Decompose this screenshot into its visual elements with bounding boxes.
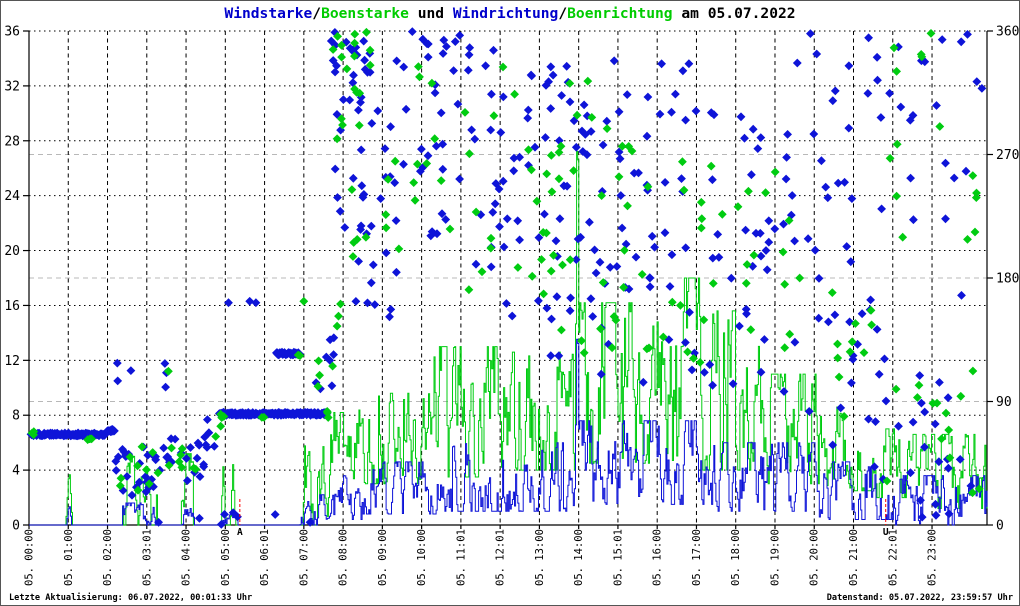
svg-text:4: 4 (12, 464, 20, 479)
svg-text:24: 24 (4, 189, 20, 204)
svg-text:05. 08:00: 05. 08:00 (338, 529, 350, 586)
svg-text:05. 09:00: 05. 09:00 (377, 529, 389, 586)
gridlines-horizontal (29, 30, 987, 471)
svg-text:12: 12 (4, 354, 20, 369)
footer-data-state: Datenstand: 05.07.2022, 23:59:57 Uhr (826, 593, 1013, 603)
svg-text:36: 36 (4, 25, 20, 40)
svg-text:360: 360 (996, 25, 1019, 40)
y-axis-right-labels: 0 90 180 270 360 (987, 25, 1019, 534)
svg-text:28: 28 (4, 134, 20, 149)
y-axis-left-labels: 0 4 8 12 16 20 24 28 32 36 (4, 25, 29, 534)
chart-title: Windstarke/Boenstarke und Windrichtung/B… (1, 5, 1019, 22)
title-windstaerke: Windstarke (224, 5, 313, 22)
svg-text:16: 16 (4, 299, 20, 314)
svg-text:05. 04:00: 05. 04:00 (181, 529, 193, 586)
title-und: und (408, 5, 453, 22)
svg-text:05. 10:00: 05. 10:00 (416, 529, 428, 586)
svg-text:05. 06:01: 05. 06:01 (259, 529, 271, 586)
footer-last-update: Letzte Aktualisierung: 06.07.2022, 00:01… (9, 593, 253, 603)
title-date: am 05.07.2022 (672, 5, 796, 22)
svg-text:05. 23:00: 05. 23:00 (927, 529, 939, 586)
svg-text:05. 16:00: 05. 16:00 (652, 529, 664, 586)
svg-text:05. 20:00: 05. 20:00 (809, 529, 821, 586)
svg-text:05. 05:00: 05. 05:00 (220, 529, 232, 586)
svg-text:05. 17:00: 05. 17:00 (691, 529, 703, 586)
svg-text:05. 15:01: 05. 15:01 (612, 529, 624, 586)
svg-text:05. 13:00: 05. 13:00 (534, 529, 546, 586)
svg-text:180: 180 (996, 272, 1019, 287)
svg-text:05. 01:00: 05. 01:00 (63, 529, 75, 586)
svg-text:05. 19:00: 05. 19:00 (769, 529, 781, 586)
svg-text:05. 12:01: 05. 12:01 (495, 529, 507, 586)
svg-text:05. 22:01: 05. 22:01 (887, 529, 899, 586)
sun-marker-label: U (883, 527, 889, 538)
svg-text:05. 00:00: 05. 00:00 (24, 529, 36, 586)
sun-marker-label: A (237, 527, 243, 538)
svg-text:32: 32 (4, 79, 20, 94)
svg-text:05. 11:01: 05. 11:01 (455, 529, 467, 586)
svg-text:05. 02:00: 05. 02:00 (102, 529, 114, 586)
svg-text:90: 90 (996, 395, 1012, 410)
svg-text:05. 07:00: 05. 07:00 (298, 529, 310, 586)
svg-text:0: 0 (12, 519, 20, 534)
svg-text:05. 18:00: 05. 18:00 (730, 529, 742, 586)
title-boenrichtung: Boenrichtung (567, 5, 673, 22)
svg-text:0: 0 (996, 519, 1004, 534)
svg-text:05. 03:01: 05. 03:01 (141, 529, 153, 586)
svg-text:20: 20 (4, 244, 20, 259)
title-windrichtung: Windrichtung (452, 5, 559, 22)
svg-text:05. 21:00: 05. 21:00 (848, 529, 860, 586)
gridlines-direction (29, 154, 987, 402)
svg-text:05. 14:00: 05. 14:00 (573, 529, 585, 586)
svg-text:270: 270 (996, 148, 1019, 163)
title-slash-1: / (312, 5, 322, 22)
title-slash-2: / (558, 5, 568, 22)
x-axis-labels: 05. 00:00 05. 01:00 05. 02:00 05. 03:01 05. … (24, 525, 939, 586)
svg-text:8: 8 (12, 409, 20, 424)
title-boenstaerke: Boenstarke (321, 5, 409, 22)
